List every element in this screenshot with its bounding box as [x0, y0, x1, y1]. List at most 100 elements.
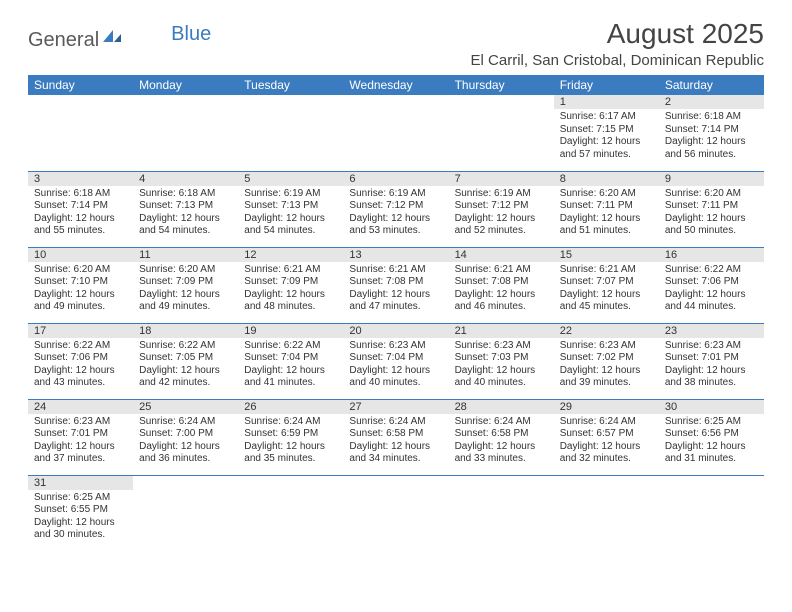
- day-number: 9: [659, 172, 764, 186]
- day-details: Sunrise: 6:19 AMSunset: 7:12 PMDaylight:…: [449, 186, 554, 242]
- day-number: 10: [28, 248, 133, 262]
- header: General Blue August 2025 El Carril, San …: [28, 18, 764, 69]
- weekday-header: Thursday: [449, 75, 554, 95]
- day-details: Sunrise: 6:17 AMSunset: 7:15 PMDaylight:…: [554, 109, 659, 165]
- day-details: Sunrise: 6:22 AMSunset: 7:05 PMDaylight:…: [133, 338, 238, 394]
- weekday-header: Monday: [133, 75, 238, 95]
- day-details: Sunrise: 6:23 AMSunset: 7:01 PMDaylight:…: [659, 338, 764, 394]
- day-details: Sunrise: 6:18 AMSunset: 7:14 PMDaylight:…: [659, 109, 764, 165]
- day-details: Sunrise: 6:20 AMSunset: 7:11 PMDaylight:…: [659, 186, 764, 242]
- calendar-cell: 26Sunrise: 6:24 AMSunset: 6:59 PMDayligh…: [238, 399, 343, 475]
- title-month: August 2025: [471, 18, 764, 50]
- day-number: 31: [28, 476, 133, 490]
- day-number: 1: [554, 95, 659, 109]
- day-number: 24: [28, 400, 133, 414]
- calendar-cell: 22Sunrise: 6:23 AMSunset: 7:02 PMDayligh…: [554, 323, 659, 399]
- calendar-cell: 17Sunrise: 6:22 AMSunset: 7:06 PMDayligh…: [28, 323, 133, 399]
- day-details: Sunrise: 6:24 AMSunset: 7:00 PMDaylight:…: [133, 414, 238, 470]
- day-details: Sunrise: 6:24 AMSunset: 6:58 PMDaylight:…: [449, 414, 554, 470]
- calendar-cell: [28, 95, 133, 171]
- day-details: Sunrise: 6:25 AMSunset: 6:55 PMDaylight:…: [28, 490, 133, 546]
- calendar-cell: 14Sunrise: 6:21 AMSunset: 7:08 PMDayligh…: [449, 247, 554, 323]
- calendar-cell: [133, 95, 238, 171]
- calendar-cell: 31Sunrise: 6:25 AMSunset: 6:55 PMDayligh…: [28, 475, 133, 551]
- day-details: Sunrise: 6:21 AMSunset: 7:08 PMDaylight:…: [343, 262, 448, 318]
- day-details: Sunrise: 6:23 AMSunset: 7:04 PMDaylight:…: [343, 338, 448, 394]
- day-number: 5: [238, 172, 343, 186]
- day-number: 4: [133, 172, 238, 186]
- calendar-cell: 21Sunrise: 6:23 AMSunset: 7:03 PMDayligh…: [449, 323, 554, 399]
- day-details: Sunrise: 6:20 AMSunset: 7:11 PMDaylight:…: [554, 186, 659, 242]
- calendar-cell: 15Sunrise: 6:21 AMSunset: 7:07 PMDayligh…: [554, 247, 659, 323]
- day-details: Sunrise: 6:18 AMSunset: 7:14 PMDaylight:…: [28, 186, 133, 242]
- day-number: 28: [449, 400, 554, 414]
- day-details: Sunrise: 6:21 AMSunset: 7:07 PMDaylight:…: [554, 262, 659, 318]
- day-details: Sunrise: 6:20 AMSunset: 7:10 PMDaylight:…: [28, 262, 133, 318]
- calendar-cell: 18Sunrise: 6:22 AMSunset: 7:05 PMDayligh…: [133, 323, 238, 399]
- title-block: August 2025 El Carril, San Cristobal, Do…: [471, 18, 764, 69]
- calendar-cell: [449, 475, 554, 551]
- calendar-body: 1Sunrise: 6:17 AMSunset: 7:15 PMDaylight…: [28, 95, 764, 551]
- calendar-cell: [133, 475, 238, 551]
- calendar-cell: 12Sunrise: 6:21 AMSunset: 7:09 PMDayligh…: [238, 247, 343, 323]
- day-details: Sunrise: 6:23 AMSunset: 7:01 PMDaylight:…: [28, 414, 133, 470]
- day-number: 17: [28, 324, 133, 338]
- day-number: 27: [343, 400, 448, 414]
- calendar-cell: 27Sunrise: 6:24 AMSunset: 6:58 PMDayligh…: [343, 399, 448, 475]
- calendar-cell: 23Sunrise: 6:23 AMSunset: 7:01 PMDayligh…: [659, 323, 764, 399]
- day-number: 23: [659, 324, 764, 338]
- day-number: 13: [343, 248, 448, 262]
- calendar-page: General Blue August 2025 El Carril, San …: [0, 0, 792, 551]
- calendar-cell: 4Sunrise: 6:18 AMSunset: 7:13 PMDaylight…: [133, 171, 238, 247]
- day-details: Sunrise: 6:21 AMSunset: 7:09 PMDaylight:…: [238, 262, 343, 318]
- day-details: Sunrise: 6:23 AMSunset: 7:02 PMDaylight:…: [554, 338, 659, 394]
- calendar-cell: 16Sunrise: 6:22 AMSunset: 7:06 PMDayligh…: [659, 247, 764, 323]
- day-number: 16: [659, 248, 764, 262]
- calendar-cell: 2Sunrise: 6:18 AMSunset: 7:14 PMDaylight…: [659, 95, 764, 171]
- weekday-header: Tuesday: [238, 75, 343, 95]
- day-number: 25: [133, 400, 238, 414]
- day-details: Sunrise: 6:24 AMSunset: 6:57 PMDaylight:…: [554, 414, 659, 470]
- weekday-header: Friday: [554, 75, 659, 95]
- day-number: 26: [238, 400, 343, 414]
- calendar-cell: 6Sunrise: 6:19 AMSunset: 7:12 PMDaylight…: [343, 171, 448, 247]
- day-number: 30: [659, 400, 764, 414]
- calendar-cell: [343, 475, 448, 551]
- day-number: 7: [449, 172, 554, 186]
- day-number: 3: [28, 172, 133, 186]
- day-number: 21: [449, 324, 554, 338]
- day-details: Sunrise: 6:23 AMSunset: 7:03 PMDaylight:…: [449, 338, 554, 394]
- calendar-head: SundayMondayTuesdayWednesdayThursdayFrid…: [28, 75, 764, 95]
- calendar-cell: 25Sunrise: 6:24 AMSunset: 7:00 PMDayligh…: [133, 399, 238, 475]
- calendar-cell: [238, 95, 343, 171]
- calendar-cell: 5Sunrise: 6:19 AMSunset: 7:13 PMDaylight…: [238, 171, 343, 247]
- day-details: Sunrise: 6:24 AMSunset: 6:59 PMDaylight:…: [238, 414, 343, 470]
- calendar-cell: 11Sunrise: 6:20 AMSunset: 7:09 PMDayligh…: [133, 247, 238, 323]
- calendar-cell: 8Sunrise: 6:20 AMSunset: 7:11 PMDaylight…: [554, 171, 659, 247]
- weekday-header: Sunday: [28, 75, 133, 95]
- brand-part2: Blue: [171, 23, 211, 46]
- day-details: Sunrise: 6:22 AMSunset: 7:06 PMDaylight:…: [28, 338, 133, 394]
- weekday-header: Wednesday: [343, 75, 448, 95]
- day-details: Sunrise: 6:22 AMSunset: 7:04 PMDaylight:…: [238, 338, 343, 394]
- brand-part1: General: [28, 29, 99, 52]
- sail-icon: [101, 28, 123, 52]
- calendar-cell: [554, 475, 659, 551]
- calendar-cell: 19Sunrise: 6:22 AMSunset: 7:04 PMDayligh…: [238, 323, 343, 399]
- day-details: Sunrise: 6:24 AMSunset: 6:58 PMDaylight:…: [343, 414, 448, 470]
- day-number: 18: [133, 324, 238, 338]
- calendar-cell: 7Sunrise: 6:19 AMSunset: 7:12 PMDaylight…: [449, 171, 554, 247]
- day-number: 15: [554, 248, 659, 262]
- day-number: 20: [343, 324, 448, 338]
- calendar-cell: 20Sunrise: 6:23 AMSunset: 7:04 PMDayligh…: [343, 323, 448, 399]
- weekday-header: Saturday: [659, 75, 764, 95]
- title-location: El Carril, San Cristobal, Dominican Repu…: [471, 52, 764, 69]
- calendar-cell: [659, 475, 764, 551]
- calendar-cell: 29Sunrise: 6:24 AMSunset: 6:57 PMDayligh…: [554, 399, 659, 475]
- day-details: Sunrise: 6:20 AMSunset: 7:09 PMDaylight:…: [133, 262, 238, 318]
- calendar-cell: [343, 95, 448, 171]
- day-details: Sunrise: 6:19 AMSunset: 7:12 PMDaylight:…: [343, 186, 448, 242]
- day-details: Sunrise: 6:19 AMSunset: 7:13 PMDaylight:…: [238, 186, 343, 242]
- calendar-table: SundayMondayTuesdayWednesdayThursdayFrid…: [28, 75, 764, 551]
- day-number: 14: [449, 248, 554, 262]
